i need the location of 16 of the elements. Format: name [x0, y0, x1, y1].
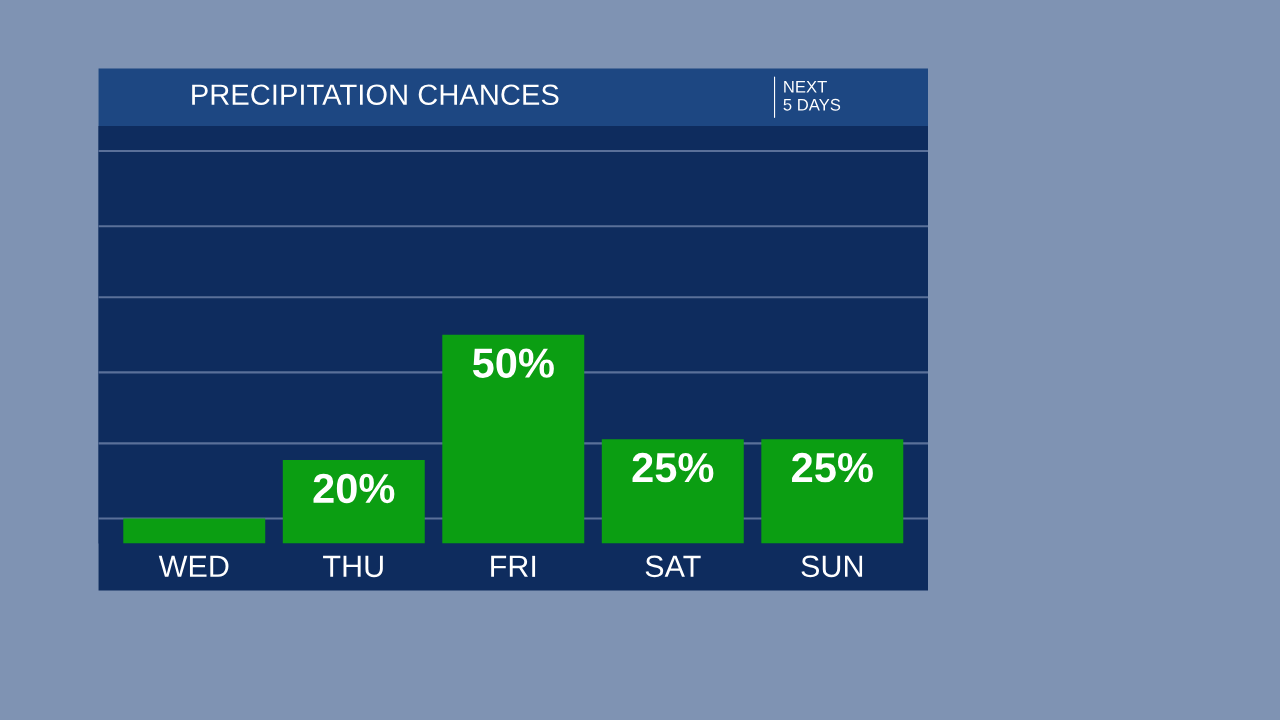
- bar: [442, 334, 585, 544]
- x-tick-label: THU: [323, 555, 383, 578]
- chart-title: PRECIPITATION CHANCES: [192, 84, 559, 106]
- x-tick-label: FRI: [491, 555, 536, 577]
- bar: [282, 460, 425, 544]
- data-label: 25%: [632, 452, 714, 483]
- chart-subtitle: NEXT 5 DAYS: [783, 81, 841, 111]
- bar: [123, 518, 266, 544]
- x-tick-label: SAT: [645, 555, 701, 578]
- bar: [761, 439, 904, 544]
- bar: [601, 439, 744, 544]
- x-tick-label: WED: [158, 555, 229, 577]
- x-tick-label: SUN: [801, 555, 863, 578]
- data-label: 20%: [313, 473, 395, 504]
- data-label: 50%: [472, 348, 554, 378]
- data-label: 25%: [792, 452, 873, 483]
